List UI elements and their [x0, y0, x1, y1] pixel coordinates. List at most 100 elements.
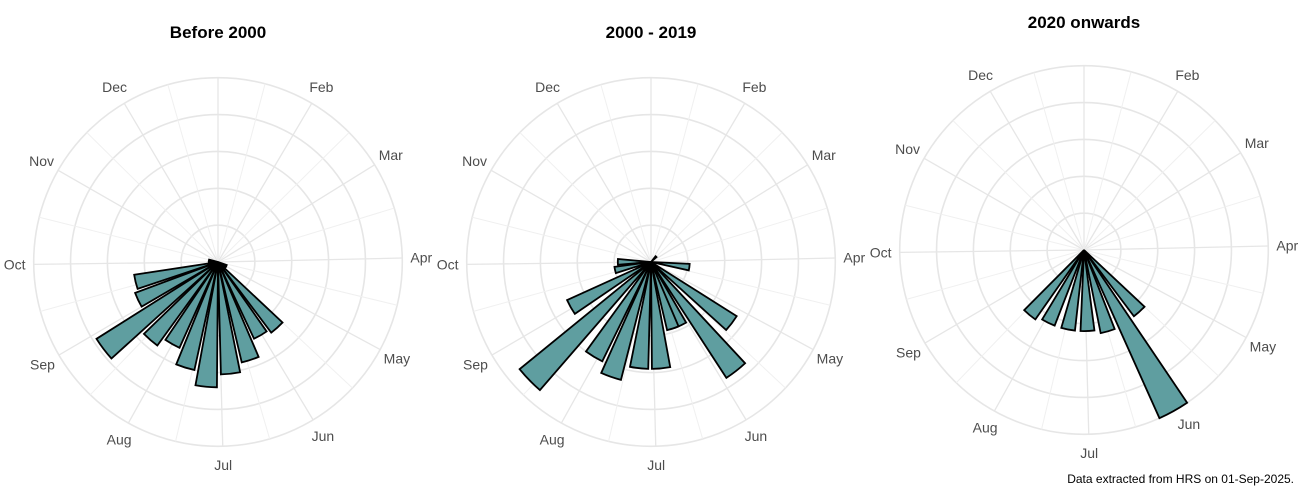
bar-7: [628, 261, 652, 370]
month-label-nov: Nov: [462, 153, 487, 169]
bar-5: [217, 261, 242, 376]
month-label-aug: Aug: [540, 432, 565, 448]
month-label-sep: Sep: [30, 357, 55, 373]
bar-6: [194, 261, 219, 389]
month-label-oct: Oct: [4, 257, 26, 273]
bar-8: [600, 261, 652, 381]
grid-spoke-minor: [86, 132, 219, 263]
data-source-caption: Data extracted from HRS on 01-Sep-2025.: [1067, 472, 1294, 486]
bar-11: [133, 261, 219, 308]
grid-spoke-minor: [217, 207, 395, 263]
bar-2: [217, 261, 284, 334]
grid-spoke-minor: [217, 83, 266, 263]
grid-spoke: [924, 249, 1085, 344]
grid-spoke: [57, 169, 219, 263]
month-label-apr: Apr: [1276, 238, 1298, 254]
grid-spoke-minor: [217, 261, 398, 306]
month-label-dec: Dec: [968, 67, 993, 83]
grid-spoke: [923, 157, 1085, 251]
month-label-jul: Jul: [647, 457, 665, 473]
bar-9: [584, 261, 652, 363]
month-label-apr: Apr: [410, 250, 432, 266]
grid-spoke: [217, 257, 403, 263]
bar-10: [95, 261, 219, 360]
month-label-oct: Oct: [437, 257, 459, 273]
grid-spoke: [650, 164, 808, 263]
bar-0: [1083, 249, 1146, 318]
bar-12: [133, 261, 219, 291]
panel-before-2000: Before 2000 Dec Feb Mar Apr May Jun Jul Aug Sep O…: [4, 23, 433, 473]
grid-spoke-minor: [1083, 195, 1261, 251]
panel-2020-onwards: 2020 onwards Dec Feb Mar Apr May Jun Jul Aug Sep…: [870, 13, 1299, 461]
grid-spoke: [1083, 249, 1247, 339]
grid-spoke-minor: [472, 216, 652, 263]
grid-spoke: [123, 102, 219, 263]
bar-10: [518, 261, 652, 392]
bar-4: [1060, 249, 1085, 332]
grid-spoke-minor: [217, 132, 350, 263]
grid-spoke: [217, 261, 381, 351]
month-label-feb: Feb: [1175, 67, 1199, 83]
bar-11: [565, 261, 652, 316]
grid-spoke-minor: [905, 204, 1085, 251]
month-label-may: May: [384, 351, 410, 367]
bar-9: [142, 261, 219, 347]
month-label-nov: Nov: [895, 141, 920, 157]
month-label-dec: Dec: [102, 79, 127, 95]
bar-0: [650, 254, 658, 263]
bar-1: [650, 261, 691, 272]
month-label-aug: Aug: [107, 432, 132, 448]
bar-5: [1040, 249, 1085, 327]
grid-spoke: [650, 257, 836, 263]
bar-5: [650, 261, 680, 332]
month-label-oct: Oct: [870, 245, 892, 261]
month-label-jul: Jul: [1080, 445, 1098, 461]
grid-spoke: [989, 90, 1085, 251]
bar-2: [1083, 249, 1116, 335]
grid-spoke-minor: [39, 216, 219, 263]
month-label-aug: Aug: [973, 420, 998, 436]
panel-title: 2000 - 2019: [606, 23, 697, 42]
bar-4: [217, 261, 260, 364]
month-label-may: May: [817, 351, 843, 367]
grid-spoke: [650, 102, 746, 263]
month-label-nov: Nov: [29, 153, 54, 169]
grid-spoke: [556, 102, 652, 263]
panel-2000-2019: 2000 - 2019 Dec Feb Mar Apr May Jun Jul Aug Sep O…: [437, 23, 866, 473]
bar-14: [207, 258, 219, 263]
grid-spoke: [650, 261, 814, 351]
month-label-jun: Jun: [1178, 416, 1201, 432]
month-label-feb: Feb: [742, 79, 766, 95]
bar-6: [650, 261, 672, 370]
bar-2: [650, 261, 738, 332]
grid-spoke-minor: [952, 120, 1085, 251]
bar-3: [650, 261, 747, 380]
month-label-sep: Sep: [463, 357, 488, 373]
grid-spoke-minor: [650, 132, 783, 263]
bar-7: [175, 261, 219, 372]
month-label-jul: Jul: [214, 457, 232, 473]
bar-13: [616, 258, 652, 266]
grid-spoke-minor: [1083, 71, 1132, 251]
month-label-sep: Sep: [896, 345, 921, 361]
grid-spoke: [217, 164, 375, 263]
month-label-apr: Apr: [843, 250, 865, 266]
bar-6: [1022, 249, 1085, 321]
month-label-mar: Mar: [812, 147, 836, 163]
grid-spoke-minor: [650, 83, 699, 263]
bar-12: [613, 261, 652, 275]
grid-spoke: [490, 169, 652, 263]
month-label-mar: Mar: [1245, 135, 1269, 151]
bar-3: [1079, 249, 1096, 332]
grid-spoke-minor: [519, 132, 652, 263]
grid-spoke: [217, 102, 313, 263]
bar-3: [217, 261, 268, 340]
month-label-feb: Feb: [309, 79, 333, 95]
grid-spoke: [1083, 90, 1179, 251]
grid-spoke: [1083, 152, 1241, 251]
bar-8: [164, 261, 219, 349]
grid-spoke-minor: [1083, 249, 1264, 294]
month-label-jun: Jun: [312, 428, 335, 444]
panel-title: Before 2000: [170, 23, 266, 42]
